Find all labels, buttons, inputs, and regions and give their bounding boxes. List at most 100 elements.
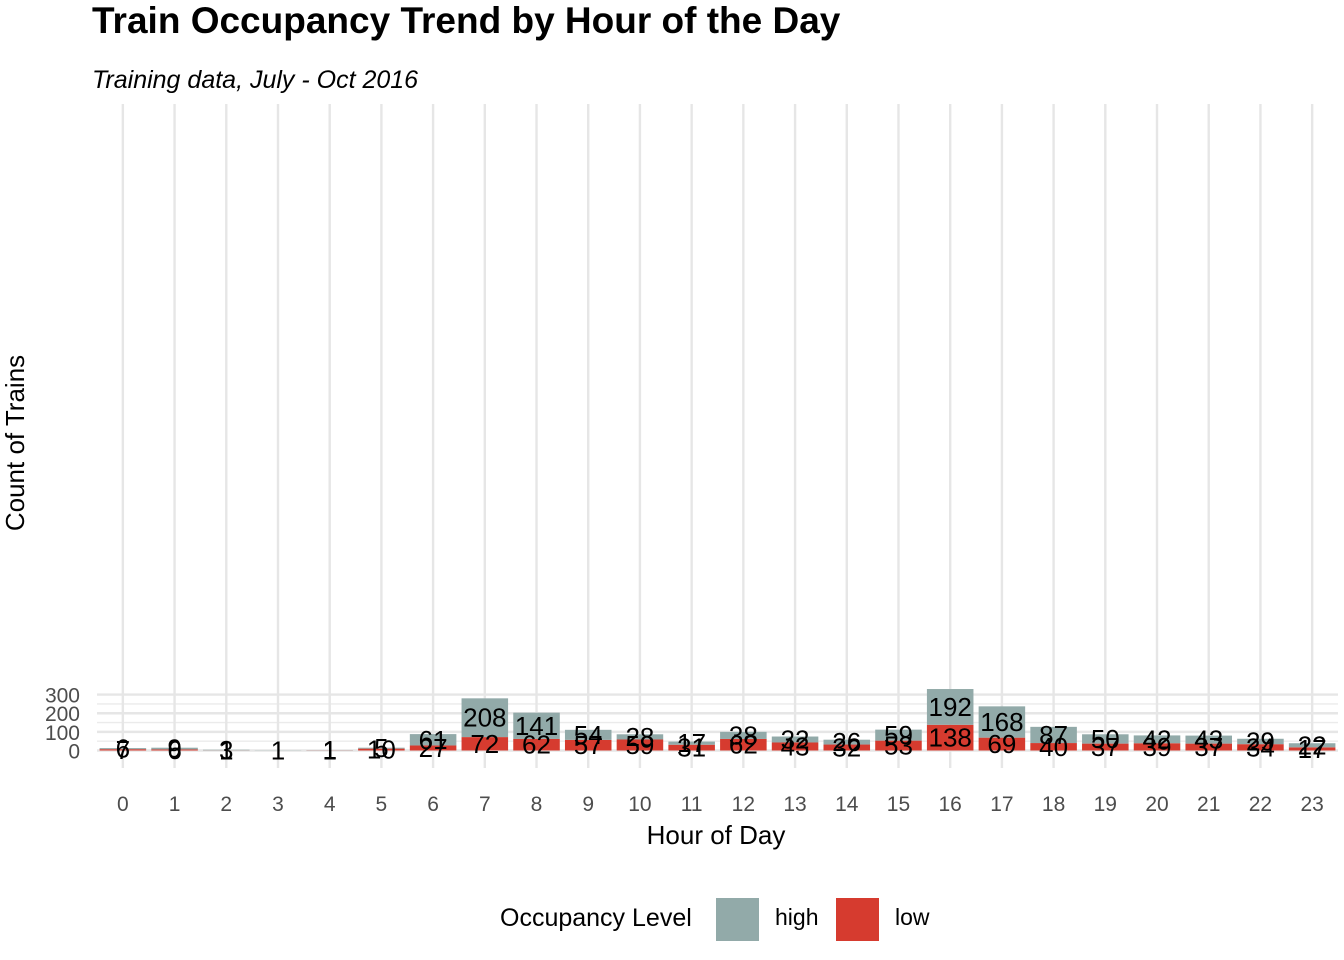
- legend-label-low: low: [895, 904, 930, 930]
- bar-low-17: [978, 737, 1026, 751]
- bar-label-low-7: 72: [470, 729, 499, 759]
- bar-high-22: [1237, 738, 1284, 745]
- bar-label-high-16: 192: [928, 692, 971, 722]
- x-tick-label: 13: [783, 793, 806, 816]
- bar-label-low-10: 59: [625, 730, 654, 760]
- x-tick-label: 0: [117, 793, 129, 816]
- x-tick-label: 1: [169, 793, 181, 816]
- bar-low-14: [823, 744, 871, 751]
- bar-label-high-11: 17: [677, 728, 706, 758]
- bar-label-low-21: 37: [1194, 732, 1223, 762]
- bar-label-low-6: 27: [419, 733, 448, 763]
- x-tick-label: 3: [272, 793, 284, 816]
- bar-label-high-3: 1: [271, 735, 285, 765]
- bar-label-high-19: 50: [1091, 724, 1120, 754]
- y-tick-label: 100: [45, 722, 80, 745]
- bar-low-5: [358, 748, 405, 751]
- bar-label-high-14: 26: [832, 727, 861, 757]
- bar-low-22: [1237, 744, 1284, 751]
- x-tick-label: 5: [376, 793, 388, 816]
- bar-label-high-0: 6: [116, 734, 130, 764]
- bar-low-21: [1185, 743, 1232, 751]
- bar-label-high-22: 29: [1246, 726, 1275, 756]
- bar-label-low-16: 138: [928, 723, 971, 753]
- grid-lines: [97, 104, 1338, 768]
- bar-label-low-20: 39: [1143, 732, 1172, 762]
- bar-high-13: [771, 736, 819, 743]
- bar-label-high-5: 5: [374, 733, 388, 763]
- bar-label-low-15: 53: [884, 731, 913, 761]
- bar-high-20: [1133, 735, 1181, 744]
- bar-high-6: [409, 734, 457, 746]
- bar-label-high-17: 168: [980, 707, 1023, 737]
- bar-low-1: [151, 749, 198, 751]
- bar-high-21: [1185, 735, 1232, 744]
- x-tick-label: 16: [939, 793, 962, 816]
- bar-label-low-11: 31: [677, 733, 706, 763]
- bar-label-high-12: 38: [729, 720, 758, 750]
- bar-low-20: [1133, 743, 1181, 751]
- bar-label-high-20: 42: [1143, 724, 1172, 754]
- bar-high-0: [99, 748, 147, 750]
- bar-label-low-0: 7: [116, 735, 130, 765]
- y-tick-label: 200: [45, 703, 80, 726]
- y-axis-title: Count of Trains: [0, 355, 30, 531]
- bar-low-7: [461, 737, 509, 751]
- bar-high-18: [1030, 726, 1077, 744]
- bar-high-15: [875, 729, 922, 741]
- bar-label-high-6: 61: [419, 725, 448, 755]
- bar-label-high-9: 54: [574, 720, 603, 750]
- bar-label-high-21: 43: [1194, 725, 1223, 755]
- bar-label-high-2: 3: [219, 735, 233, 765]
- x-tick-label: 2: [220, 793, 232, 816]
- bar-high-5: [358, 747, 405, 749]
- bar-high-11: [668, 741, 715, 745]
- legend-key-low: [836, 898, 879, 941]
- bar-label-low-12: 62: [729, 730, 758, 760]
- chart-subtitle: Training data, July - Oct 2016: [92, 66, 419, 94]
- bar-low-18: [1030, 743, 1077, 751]
- bar-label-low-8: 62: [522, 730, 551, 760]
- bars: [99, 689, 1336, 751]
- bar-high-9: [564, 729, 612, 740]
- legend-key-high: [716, 898, 759, 941]
- bar-low-19: [1082, 743, 1129, 751]
- bar-label-low-4: 1: [322, 735, 336, 765]
- x-tick-label: 9: [582, 793, 594, 816]
- bar-label-low-17: 69: [987, 729, 1016, 759]
- bar-high-7: [461, 698, 509, 738]
- bar-low-0: [99, 749, 147, 751]
- y-tick-label: 300: [45, 685, 80, 708]
- bar-label-low-14: 32: [832, 733, 861, 763]
- bar-label-low-2: 1: [219, 735, 233, 765]
- bar-label-high-23: 22: [1298, 730, 1327, 760]
- x-tick-label: 20: [1145, 793, 1168, 816]
- x-tick-label: 22: [1249, 793, 1272, 816]
- bar-high-8: [513, 712, 560, 739]
- bar-label-low-5: 10: [367, 735, 396, 765]
- x-tick-label: 8: [531, 793, 543, 816]
- bar-label-low-23: 17: [1298, 734, 1327, 764]
- y-tick-label: 0: [68, 741, 80, 764]
- bar-label-low-9: 57: [574, 730, 603, 760]
- x-axis-title: Hour of Day: [647, 820, 786, 850]
- bar-high-23: [1288, 743, 1336, 748]
- bar-high-14: [823, 739, 871, 745]
- bar-label-low-13: 43: [781, 731, 810, 761]
- bar-low-6: [409, 745, 457, 751]
- bar-low-8: [513, 738, 560, 751]
- x-tick-label: 11: [681, 793, 703, 816]
- legend: Occupancy Level high low: [0, 896, 1344, 942]
- bar-label-low-1: 6: [167, 735, 181, 765]
- x-tick-label: 19: [1094, 793, 1117, 816]
- bar-label-low-19: 37: [1091, 732, 1120, 762]
- bar-high-17: [978, 706, 1026, 738]
- x-tick-label: 21: [1197, 793, 1220, 816]
- bar-low-9: [564, 739, 612, 751]
- x-tick-label: 12: [732, 793, 755, 816]
- bar-low-23: [1288, 747, 1336, 751]
- legend-title: Occupancy Level: [500, 904, 692, 932]
- bar-label-high-13: 32: [781, 725, 810, 755]
